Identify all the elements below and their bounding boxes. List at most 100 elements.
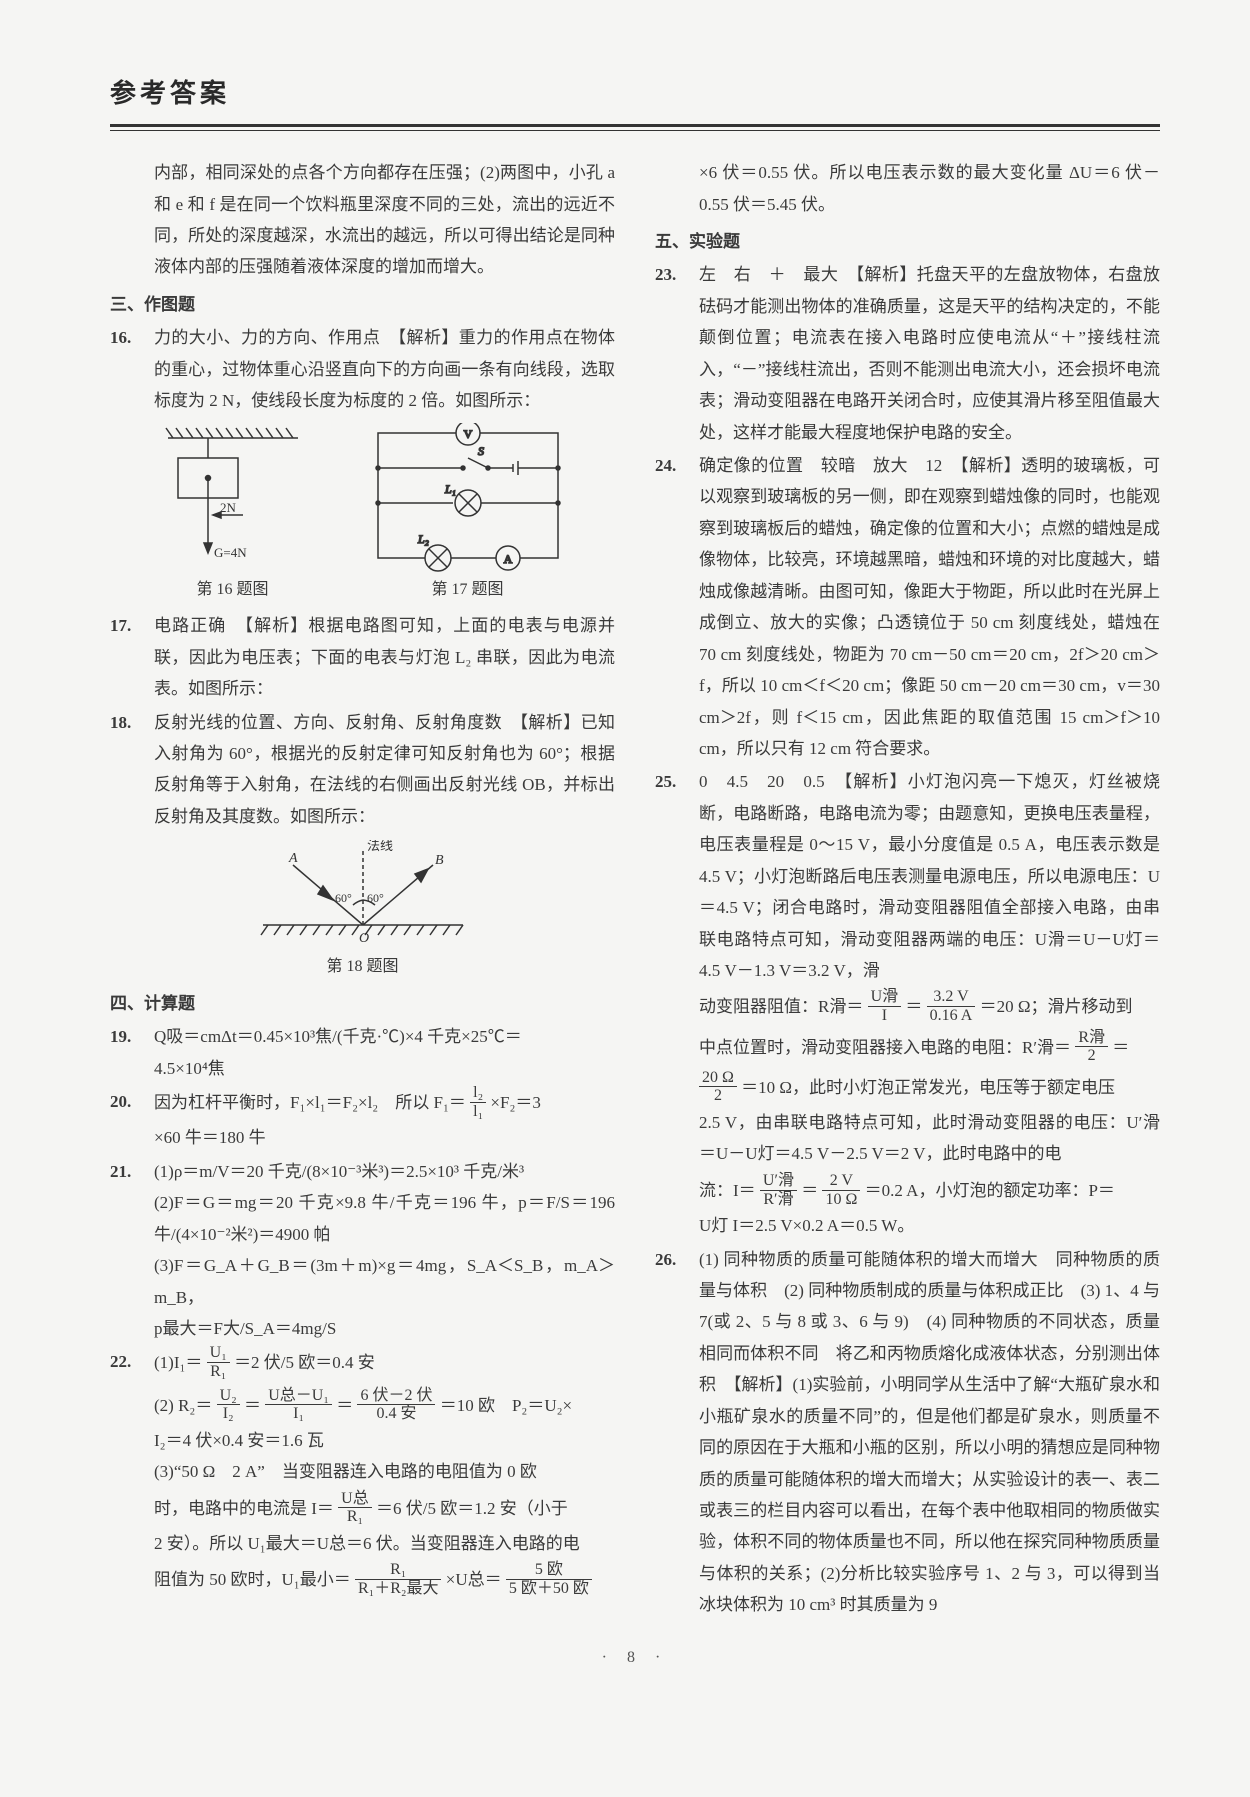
q19-line1: Q吸＝cmΔt＝0.45×10³焦/(千克·℃)×4 千克×25℃＝ [154,1027,522,1046]
q22-number: 22. [110,1346,154,1599]
q25-ln2-c: ＝20 Ω；滑片移动到 [980,997,1133,1016]
q20-fraction: l₂l₁ [470,1084,486,1120]
q21-l3: (3)F＝G_A＋G_B＝(3m＋m)×g＝4mg，S_A＜S_B，m_A＞m_… [154,1250,615,1313]
fig16-2n-label: 2N [220,500,237,515]
q25-body-a: 0 4.5 20 0.5 【解析】小灯泡闪亮一下熄灭，灯丝被烧断，电路断路，电路… [699,772,1160,980]
q25-ln6-c: ＝0.2 A，小灯泡的额定功率：P＝ [865,1181,1115,1200]
q25-ln6-a: 流：I＝ [699,1181,756,1200]
figure-16: 2N G=4N 第 16 题图 [158,423,308,605]
fig16-svg: 2N G=4N [158,423,308,573]
right-column: ×6 伏＝0.55 伏。所以电压表示数的最大变化量 ΔU＝6 伏－0.55 伏＝… [655,157,1160,1623]
svg-text:S: S [478,444,484,458]
q22-l6: 2 安）。所以 U₁最大＝U总＝6 伏。当变阻器连入电路的电 [154,1528,615,1559]
q22-l7-f2: 5 欧5 欧＋50 欧 [506,1561,592,1597]
question-19: 19. Q吸＝cmΔt＝0.45×10³焦/(千克·℃)×4 千克×25℃＝ 4… [110,1021,615,1084]
q22-l2-f3: 6 伏－2 伏0.4 安 [357,1387,435,1423]
q22-l1-a: (1)I₁＝ [154,1353,202,1372]
q22-l4: (3)“50 Ω 2 A” 当变阻器连入电路的电阻值为 0 欧 [154,1456,615,1487]
q25-ln2-f1: U滑I [868,988,902,1024]
q17-body: 电路正确 【解析】根据电路图可知，上面的电表与电源并联，因此为电压表；下面的电表… [154,610,615,704]
question-21: 21. (1)ρ＝m/V＝20 千克/(8×10⁻³米³)＝2.5×10³ 千克… [110,1156,615,1345]
figure-18: A B 法线 60° 60° O 第 18 题图 [110,840,615,982]
fig18-O: O [359,931,369,946]
q26-number: 26. [655,1244,699,1621]
q19-number: 19. [110,1021,154,1084]
q22-l2-a: (2) R₂＝ [154,1396,212,1415]
q19-line2: 4.5×10⁴焦 [154,1059,225,1078]
q22-l1-frac: U₁R₁ [207,1344,230,1380]
q22-l5-frac: U总R₁ [338,1490,372,1526]
question-18: 18. 反射光线的位置、方向、反射角、反射角度数 【解析】已知入射角为 60°，… [110,707,615,833]
q23-number: 23. [655,259,699,448]
q18-number: 18. [110,707,154,833]
q20-line2: ×60 牛＝180 牛 [154,1128,266,1147]
q25-number: 25. [655,766,699,1241]
q24-number: 24. [655,450,699,764]
q25-ln2-b: ＝ [905,997,922,1016]
fig17-caption: 第 17 题图 [368,575,568,605]
q22-continuation: ×6 伏＝0.55 伏。所以电压表示数的最大变化量 ΔU＝6 伏－0.55 伏＝… [655,157,1160,220]
q25-ln2-a: 动变阻器阻值：R滑＝ [699,997,863,1016]
q22-l5-a: 时，电路中的电流是 I＝ [154,1499,334,1518]
q25-ln4-a: ＝10 Ω，此时小灯泡正常发光，电压等于额定电压 [741,1078,1115,1097]
svg-text:A: A [503,552,512,566]
question-16: 16. 力的大小、力的方向、作用点 【解析】重力的作用点在物体的重心，过物体重心… [110,322,615,416]
figure-17: V S [368,423,568,605]
q25-ln4-frac: 20 Ω2 [699,1069,737,1105]
q22-l7-f1: R₁R₁＋R₂最大 [355,1561,442,1597]
q22-l2-f1: U₂I₂ [217,1387,240,1423]
q22-l7-a: 阻值为 50 欧时，U₁最小＝ [154,1570,351,1589]
q21-number: 21. [110,1156,154,1345]
q25-ln6-f2: 2 V10 Ω [822,1172,860,1208]
q21-l2: (2)F＝G＝mg＝20 千克×9.8 牛/千克＝196 牛，p＝F/S＝196… [154,1187,615,1250]
fig18-ang1: 60° [335,891,352,905]
question-26: 26. (1) 同种物质的质量可能随体积的增大而增大 同种物质的质量与体积 (2… [655,1244,1160,1621]
q25-ln3-b: ＝ [1112,1038,1129,1057]
q22-l2-d: ＝10 欧 P₂＝U₂× [440,1396,572,1415]
fig17-svg: V S [368,423,568,573]
fig18-caption: 第 18 题图 [110,952,615,982]
q25-ln3-frac: R滑2 [1075,1029,1108,1065]
fig18-normal: 法线 [367,840,393,853]
q26-body: (1) 同种物质的质量可能随体积的增大而增大 同种物质的质量与体积 (2) 同种… [699,1244,1160,1621]
question-25: 25. 0 4.5 20 0.5 【解析】小灯泡闪亮一下熄灭，灯丝被烧断，电路断… [655,766,1160,1241]
q22-l5-b: ＝6 伏/5 欧＝1.2 安（小于 [376,1499,568,1518]
figure-row-16-17: 2N G=4N 第 16 题图 V [110,423,615,605]
q20-text-a: 因为杠杆平衡时，F₁×l₁＝F₂×l₂ 所以 F₁＝ [154,1093,466,1112]
page-title: 参考答案 [110,70,1160,118]
page-number: · 8 · [110,1643,1160,1673]
q16-number: 16. [110,322,154,416]
fig18-svg: A B 法线 60° 60° O [253,840,473,950]
q25-body-c: 2.5 V，由串联电路特点可知，此时滑动变阻器的电压：U′滑＝U－U灯＝4.5 … [699,1113,1160,1163]
intro-continuation: 内部，相同深处的点各个方向都存在压强；(2)两图中，小孔 a 和 e 和 f 是… [110,157,615,283]
q25-ln6-b: ＝ [801,1181,818,1200]
question-22: 22. (1)I₁＝ U₁R₁ ＝2 伏/5 欧＝0.4 安 (2) R₂＝ U… [110,1346,615,1599]
q24-body: 确定像的位置 较暗 放大 12 【解析】透明的玻璃板，可以观察到玻璃板的另一侧，… [699,450,1160,764]
fig16-caption: 第 16 题图 [158,575,308,605]
q22-l2-f2: U总－U₁I₁ [265,1387,332,1423]
svg-text:L₂: L₂ [417,532,429,546]
q25-ln2-f2: 3.2 V0.16 A [927,988,976,1024]
left-column: 内部，相同深处的点各个方向都存在压强；(2)两图中，小孔 a 和 e 和 f 是… [110,157,615,1623]
q17-number: 17. [110,610,154,704]
q23-body: 左 右 ＋ 最大 【解析】托盘天平的左盘放物体，右盘放砝码才能测出物体的准确质量… [699,259,1160,448]
q22-l2-c: ＝ [336,1396,353,1415]
q18-body: 反射光线的位置、方向、反射角、反射角度数 【解析】已知入射角为 60°，根据光的… [154,707,615,833]
q22-l2-b: ＝ [244,1396,261,1415]
section-3-heading: 三、作图题 [110,289,615,320]
question-20: 20. 因为杠杆平衡时，F₁×l₁＝F₂×l₂ 所以 F₁＝ l₂l₁ ×F₂＝… [110,1086,615,1154]
svg-text:L₁: L₁ [444,482,456,496]
question-24: 24. 确定像的位置 较暗 放大 12 【解析】透明的玻璃板，可以观察到玻璃板的… [655,450,1160,764]
two-column-layout: 内部，相同深处的点各个方向都存在压强；(2)两图中，小孔 a 和 e 和 f 是… [110,157,1160,1623]
q20-number: 20. [110,1086,154,1154]
q25-ln3-a: 中点位置时，滑动变阻器接入电路的电阻：R′滑＝ [699,1038,1071,1057]
q21-l4: p最大＝F大/S_A＝4mg/S [154,1313,615,1344]
fig18-ang2: 60° [367,891,384,905]
section-5-heading: 五、实验题 [655,226,1160,257]
q16-body: 力的大小、力的方向、作用点 【解析】重力的作用点在物体的重心，过物体重心沿竖直向… [154,322,615,416]
q22-l7-b: ×U总＝ [446,1570,502,1589]
question-17: 17. 电路正确 【解析】根据电路图可知，上面的电表与电源并联，因此为电压表；下… [110,610,615,704]
q21-l1: (1)ρ＝m/V＝20 千克/(8×10⁻³米³)＝2.5×10³ 千克/米³ [154,1156,615,1187]
header-rule [110,124,1160,131]
question-23: 23. 左 右 ＋ 最大 【解析】托盘天平的左盘放物体，右盘放砝码才能测出物体的… [655,259,1160,448]
